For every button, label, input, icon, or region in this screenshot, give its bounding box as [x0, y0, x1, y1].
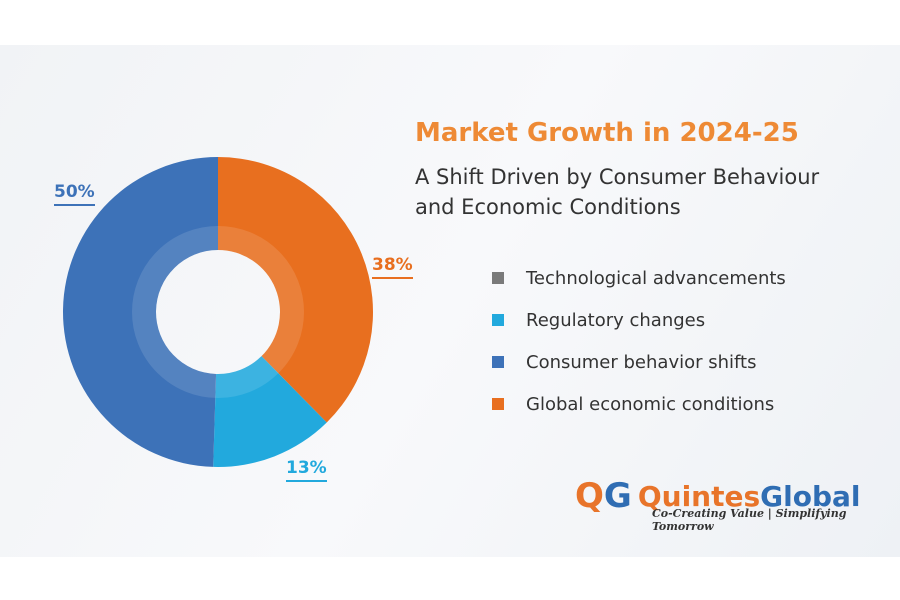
donut-chart: [62, 157, 373, 467]
legend-label: Regulatory changes: [526, 309, 706, 331]
chart-panel: Market Growth in 2024-25 A Shift Driven …: [0, 45, 900, 557]
legend-swatch: [492, 398, 504, 410]
chart-subtitle: A Shift Driven by Consumer Behaviour and…: [415, 162, 885, 222]
logo: QG QuintesGlobal: [575, 476, 861, 516]
legend-item: Global economic conditions: [492, 383, 786, 425]
legend-swatch: [492, 272, 504, 284]
legend: Technological advancements Regulatory ch…: [492, 257, 786, 425]
slice-global-economic-conditions: [218, 157, 373, 423]
legend-item: Consumer behavior shifts: [492, 341, 786, 383]
legend-swatch: [492, 356, 504, 368]
slice-consumer-behavior-shifts: [62, 157, 218, 467]
data-label-50: 50%: [54, 182, 95, 206]
logo-tagline: Co-Creating Value | Simplifying Tomorrow: [652, 507, 847, 533]
legend-item: Regulatory changes: [492, 299, 786, 341]
logo-mark: QG: [575, 476, 632, 516]
subtitle-line-1: A Shift Driven by Consumer Behaviour: [415, 165, 820, 189]
chart-title: Market Growth in 2024-25: [415, 118, 799, 148]
legend-label: Technological advancements: [526, 267, 786, 289]
legend-label: Global economic conditions: [526, 393, 775, 415]
legend-item: Technological advancements: [492, 257, 786, 299]
data-label-38: 38%: [372, 255, 413, 279]
inner-ring-shade: [132, 226, 304, 398]
slice-regulatory-changes: [213, 356, 327, 467]
logo-name: QuintesGlobal: [637, 479, 861, 513]
legend-label: Consumer behavior shifts: [526, 351, 757, 373]
data-label-13: 13%: [286, 458, 327, 482]
legend-swatch: [492, 314, 504, 326]
subtitle-line-2: and Economic Conditions: [415, 195, 681, 219]
